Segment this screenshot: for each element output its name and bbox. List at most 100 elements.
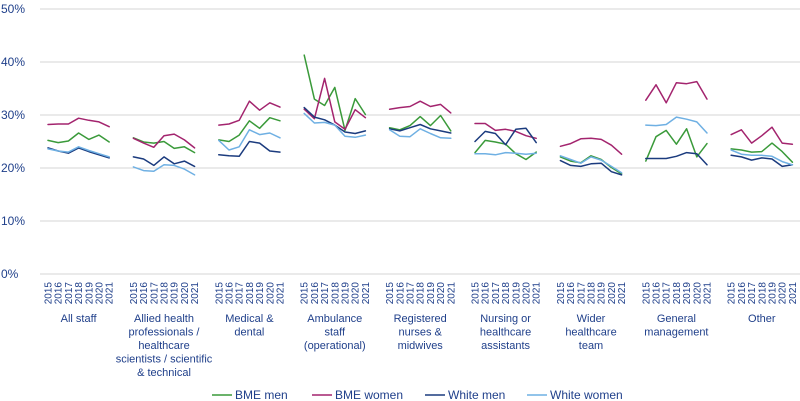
x-tick-label-2018: 2018 xyxy=(416,282,427,305)
x-tick-label-2021: 2021 xyxy=(276,282,287,305)
category-label-allied-health-professionals-healthcare-scientists-scientific-technical-line-2: professionals / xyxy=(129,327,201,339)
x-tick-label-2015: 2015 xyxy=(44,282,55,305)
series-lines xyxy=(47,54,794,176)
x-tick-label-2017: 2017 xyxy=(320,282,331,305)
series-line-bme-women-allied-health-professionals-healthcare-scientists-scientific-technical xyxy=(132,133,196,149)
x-tick-label-2016: 2016 xyxy=(54,282,65,305)
category-label-wider-healthcare-team-line-3: team xyxy=(579,340,603,352)
x-tick-label-2017: 2017 xyxy=(149,282,160,305)
x-tick-label-2020: 2020 xyxy=(351,282,362,305)
x-tick-label-2021: 2021 xyxy=(361,282,372,305)
series-line-white-women-ambulance-staff-operational xyxy=(303,112,367,139)
series-line-bme-women-ambulance-staff-operational xyxy=(303,77,367,131)
series-line-white-men-wider-healthcare-team xyxy=(559,159,623,176)
series-line-white-women-all-staff xyxy=(47,146,110,158)
series-line-white-women-registered-nurses-midwives xyxy=(388,128,452,140)
series-line-bme-men-general-management xyxy=(645,128,708,162)
y-axis-tick-labels: 0% 10% 20% 30% 40% 50% xyxy=(1,2,25,281)
series-line-bme-men-ambulance-staff-operational xyxy=(303,54,367,132)
x-tick-label-2019: 2019 xyxy=(511,282,522,305)
series-line-white-men-registered-nurses-midwives xyxy=(388,123,452,134)
category-label-all-staff-line-1: All staff xyxy=(61,313,98,325)
category-label-allied-health-professionals-healthcare-scientists-scientific-technical-line-1: Allied health xyxy=(134,313,194,325)
x-tick-label-2021: 2021 xyxy=(532,282,543,305)
x-tick-label-2016: 2016 xyxy=(395,282,406,305)
x-tick-label-2019: 2019 xyxy=(682,282,693,305)
x-tick-label-2015: 2015 xyxy=(556,282,567,305)
x-tick-label-2016: 2016 xyxy=(652,282,663,305)
legend: BME men BME women White men White women xyxy=(212,388,623,401)
series-line-bme-men-allied-health-professionals-healthcare-scientists-scientific-technical xyxy=(132,137,196,154)
x-tick-label-2017: 2017 xyxy=(491,282,502,305)
x-tick-label-2017: 2017 xyxy=(576,282,587,305)
x-tick-label-2015: 2015 xyxy=(471,282,482,305)
x-tick-label-2021: 2021 xyxy=(190,282,201,305)
series-line-white-women-general-management xyxy=(645,116,708,134)
series-line-bme-women-registered-nurses-midwives xyxy=(388,100,452,114)
series-line-white-men-all-staff xyxy=(47,147,110,159)
x-tick-label-2019: 2019 xyxy=(255,282,266,305)
x-tick-label-2020: 2020 xyxy=(778,282,789,305)
category-label-wider-healthcare-team-line-2: healthcare xyxy=(565,327,616,339)
series-line-white-women-other xyxy=(730,149,794,166)
x-tick-label-2017: 2017 xyxy=(747,282,758,305)
category-label-nursing-or-healthcare-assistants-line-3: assistants xyxy=(481,340,530,352)
series-line-bme-men-other xyxy=(730,142,794,163)
x-tick-label-2018: 2018 xyxy=(757,282,768,305)
x-tick-label-2019: 2019 xyxy=(84,282,95,305)
x-tick-label-2016: 2016 xyxy=(566,282,577,305)
series-line-bme-women-general-management xyxy=(645,80,708,104)
x-tick-label-2015: 2015 xyxy=(641,282,652,305)
y-tick-label-10: 10% xyxy=(1,214,25,228)
category-label-allied-health-professionals-healthcare-scientists-scientific-technical-line-4: scientists / scientific xyxy=(116,354,213,366)
x-tick-label-2016: 2016 xyxy=(737,282,748,305)
category-label-allied-health-professionals-healthcare-scientists-scientific-technical-line-5: & technical xyxy=(137,367,191,379)
x-tick-label-2018: 2018 xyxy=(74,282,85,305)
series-line-white-men-nursing-or-healthcare-assistants xyxy=(474,127,537,146)
series-line-bme-women-wider-healthcare-team xyxy=(559,137,623,155)
category-label-registered-nurses-midwives-line-2: nurses & xyxy=(398,327,442,339)
series-line-bme-women-other xyxy=(730,126,794,145)
x-axis-tick-labels: 2015 2016 2017 2018 2019 2020 2021 2015 2016 2017… xyxy=(44,282,799,305)
series-line-white-women-wider-healthcare-team xyxy=(559,155,623,174)
y-tick-label-20: 20% xyxy=(1,161,25,175)
x-tick-label-2019: 2019 xyxy=(170,282,181,305)
x-tick-label-2020: 2020 xyxy=(436,282,447,305)
x-tick-label-2016: 2016 xyxy=(139,282,150,305)
category-label-ambulance-staff-operational-line-3: (operational) xyxy=(304,340,366,352)
x-tick-label-2015: 2015 xyxy=(300,282,311,305)
series-line-bme-women-all-staff xyxy=(47,117,110,128)
series-line-bme-women-medical-dental xyxy=(218,100,281,126)
category-label-general-management-line-1: General xyxy=(657,313,696,325)
x-tick-label-2021: 2021 xyxy=(617,282,628,305)
x-tick-label-2019: 2019 xyxy=(768,282,779,305)
category-label-registered-nurses-midwives-line-1: Registered xyxy=(394,313,447,325)
category-label-nursing-or-healthcare-assistants-line-2: healthcare xyxy=(480,327,531,339)
x-tick-label-2020: 2020 xyxy=(95,282,106,305)
x-tick-label-2015: 2015 xyxy=(727,282,738,305)
category-label-medical-dental-line-2: dental xyxy=(234,327,264,339)
x-tick-label-2015: 2015 xyxy=(214,282,225,305)
series-line-white-women-allied-health-professionals-healthcare-scientists-scientific-technical xyxy=(132,164,196,176)
series-line-bme-men-wider-healthcare-team xyxy=(559,155,623,175)
y-tick-label-40: 40% xyxy=(1,55,25,69)
series-line-white-women-medical-dental xyxy=(218,129,281,151)
series-line-bme-men-registered-nurses-midwives xyxy=(388,114,452,132)
y-tick-label-0: 0% xyxy=(1,267,19,281)
x-tick-label-2015: 2015 xyxy=(129,282,140,305)
x-tick-label-2020: 2020 xyxy=(607,282,618,305)
series-line-bme-women-nursing-or-healthcare-assistants xyxy=(474,122,537,140)
x-tick-label-2018: 2018 xyxy=(160,282,171,305)
x-tick-label-2019: 2019 xyxy=(597,282,608,305)
category-label-allied-health-professionals-healthcare-scientists-scientific-technical-line-3: healthcare xyxy=(138,340,189,352)
category-label-registered-nurses-midwives-line-3: midwives xyxy=(398,340,444,352)
series-line-bme-men-medical-dental xyxy=(218,116,281,143)
x-tick-label-2015: 2015 xyxy=(385,282,396,305)
category-label-general-management-line-2: management xyxy=(644,327,708,339)
x-tick-label-2018: 2018 xyxy=(501,282,512,305)
x-tick-label-2017: 2017 xyxy=(406,282,417,305)
category-label-wider-healthcare-team-line-1: Wider xyxy=(577,313,606,325)
